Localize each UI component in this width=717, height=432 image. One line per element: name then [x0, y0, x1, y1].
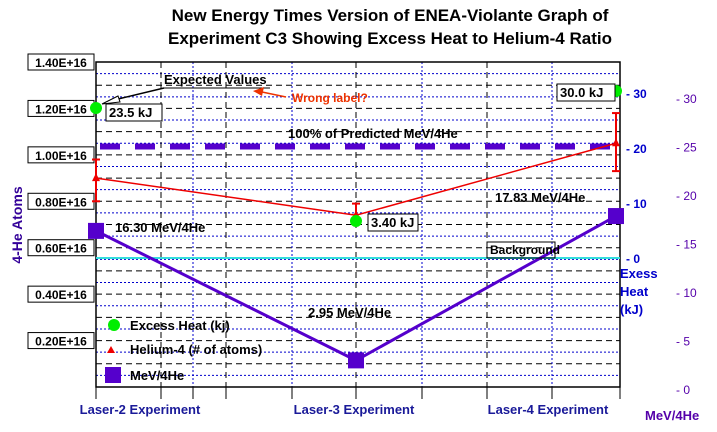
y-tick-label: 0.60E+16 — [35, 242, 87, 256]
y-tick-label: 1.00E+16 — [35, 149, 87, 163]
y-tick-box — [27, 53, 95, 71]
chart-title-line-1: New Energy Times Version of ENEA-Violant… — [172, 6, 609, 25]
heat-point — [90, 102, 102, 114]
heat-data-label: 30.0 kJ — [560, 85, 603, 100]
heat-label-box — [367, 213, 419, 232]
y-tick-label: 1.40E+16 — [35, 56, 87, 70]
mev-tick-label: - 15 — [676, 238, 697, 252]
y-tick-label: 0.40E+16 — [35, 288, 87, 302]
y-tick-box — [27, 146, 95, 164]
heat-axis-label: (kJ) — [620, 302, 643, 317]
mev-tick-label: - 10 — [676, 286, 697, 300]
heat-tick-label: - 10 — [626, 197, 647, 211]
heat-data-label: 23.5 kJ — [109, 105, 152, 120]
heat-point — [350, 215, 362, 227]
y-tick-box — [27, 332, 95, 350]
legend-helium-label: Helium-4 (# of atoms) — [130, 342, 262, 357]
mev-tick-label: - 30 — [676, 92, 697, 106]
y-tick-label: 0.20E+16 — [35, 335, 87, 349]
axes: 0.20E+16 0.40E+16 0.60E+16 0.80E+16 1.00E+16… — [9, 53, 699, 423]
helium-point — [612, 138, 620, 147]
legend-mev-icon — [105, 367, 121, 383]
y-tick-box — [27, 239, 95, 257]
legend-mev-label: MeV/4He — [130, 368, 184, 383]
legend-heat-icon — [108, 319, 120, 331]
heat-data-label: 3.40 kJ — [371, 215, 414, 230]
legend-heat-label: Excess Heat (kj) — [130, 318, 230, 333]
mev-tick-label: - 20 — [676, 189, 697, 203]
x-tick-label: Laser-4 Experiment — [488, 402, 609, 417]
legend-helium-icon — [107, 346, 115, 353]
wrong-arrow-icon — [253, 87, 264, 96]
wrong-label: Wrong label? — [292, 91, 368, 105]
y-tick-box — [27, 285, 95, 303]
heat-label-box — [556, 83, 616, 102]
x-tick-label: Laser-3 Experiment — [294, 402, 415, 417]
mev-data-label: 17.83 MeV/4He — [495, 190, 585, 205]
background-label-box — [486, 241, 556, 259]
mev-tick-label: - 0 — [676, 383, 690, 397]
y-tick-label: 1.20E+16 — [35, 102, 87, 116]
predicted-label: 100% of Predicted MeV/4He — [288, 126, 458, 141]
expected-values-label: Expected Values — [164, 72, 267, 87]
heat-label-box — [105, 103, 163, 122]
mev-point — [608, 208, 624, 225]
y-axis-label: 4-He Atoms — [9, 186, 25, 263]
labels: 100% of Predicted MeV/4He Background 23.5 … — [101, 72, 616, 383]
mev-axis-label: MeV/4He — [645, 408, 699, 423]
helium-point — [92, 173, 100, 182]
x-tick-label: Laser-2 Experiment — [80, 402, 201, 417]
heat-axis-label: Heat — [620, 284, 649, 299]
heat-tick-label: - 30 — [626, 87, 647, 101]
mev-data-label: 16.30 MeV/4He — [115, 220, 205, 235]
mev-point — [88, 222, 104, 239]
chart-title-line-2: Experiment C3 Showing Excess Heat to Hel… — [168, 29, 612, 48]
heat-axis-label: Exess — [620, 266, 658, 281]
y-tick-label: 0.80E+16 — [35, 195, 87, 209]
expected-arrow-line — [117, 87, 165, 100]
mev-point — [348, 352, 364, 369]
mev-tick-label: - 25 — [676, 141, 697, 155]
mev-data-label: 2.95 MeV/4He — [308, 305, 391, 320]
wrong-arrow-line — [261, 91, 287, 98]
heat-tick-label: - 0 — [626, 252, 640, 266]
expected-arrow-icon — [101, 95, 121, 105]
mev-tick-label: - 5 — [676, 335, 690, 349]
heat-tick-label: - 20 — [626, 142, 647, 156]
background-label: Background — [490, 243, 560, 257]
